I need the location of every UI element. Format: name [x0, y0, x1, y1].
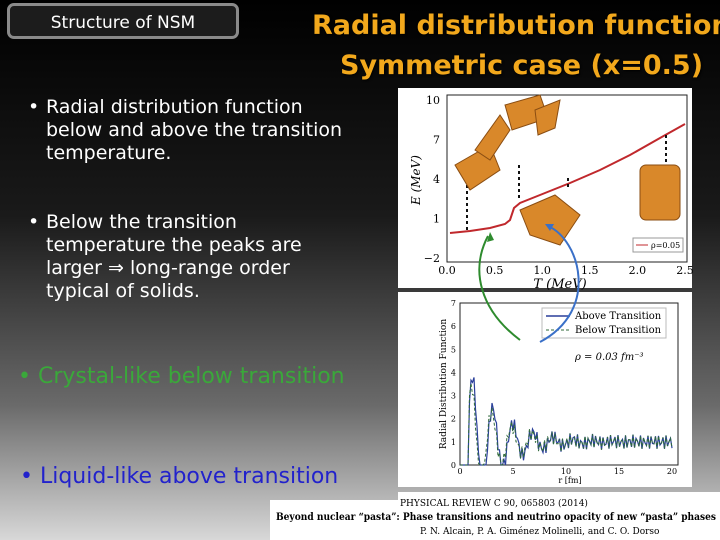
top-legend: ρ=0.05	[651, 241, 680, 250]
x-tick-label: 10	[561, 467, 571, 476]
blue-arrow	[539, 225, 580, 343]
top-x-label: T (MeV)	[533, 277, 586, 292]
title-line: Radial distribution function	[312, 10, 720, 41]
y-tick-label: 7	[433, 134, 440, 147]
x-tick-label: 1.0	[533, 264, 551, 277]
citation-strip	[398, 492, 720, 500]
top-axes	[446, 94, 688, 263]
energy-curve	[449, 123, 686, 234]
pasta-images	[454, 94, 681, 246]
x-tick-label: 15	[614, 467, 624, 476]
citation-journal: PHYSICAL REVIEW C 90, 065803 (2014)	[400, 498, 588, 509]
markers	[466, 135, 667, 230]
x-tick-label: 0.0	[438, 264, 456, 277]
citation-title: Beyond nuclear “pasta”: Phase transition…	[276, 511, 716, 523]
title-line: Symmetric case (x=0.5)	[340, 50, 704, 81]
bottom-x-label: r [fm]	[558, 476, 581, 485]
y-tick-label: 3	[451, 392, 456, 401]
y-tick-label: 7	[451, 299, 456, 308]
x-tick-label: 5	[510, 467, 515, 476]
green-arrow	[478, 235, 521, 341]
x-tick-label: 2.5	[676, 264, 694, 277]
x-tick-label: 20	[667, 467, 677, 476]
x-tick-label: 2.0	[629, 264, 647, 277]
crystal-label: • Crystal-like below transition	[18, 364, 345, 389]
below-curve	[460, 383, 673, 466]
legend-text: Below Transition	[575, 325, 662, 336]
legend-text: Above Transition	[574, 311, 662, 322]
y-tick-label: 1	[433, 213, 440, 226]
y-tick-label: 10	[426, 94, 440, 107]
y-tick-label: 4	[451, 368, 456, 377]
y-tick-label: 0	[451, 461, 456, 470]
x-tick-label: 0.5	[486, 264, 504, 277]
arrowhead	[545, 224, 554, 231]
y-tick-label: 1	[451, 438, 456, 447]
top-legend-box	[632, 237, 684, 253]
citation-authors: P. N. Alcain, P. A. Giménez Molinelli, a…	[420, 526, 659, 537]
citation-box	[270, 500, 720, 540]
y-tick-label: 2	[451, 415, 456, 424]
bullet: Radial distribution function below and a…	[20, 96, 346, 165]
liquid-label: • Liquid-like above transition	[20, 464, 339, 489]
bottom-y-label: Radial Distribution Function	[439, 319, 449, 450]
bottom-axes	[459, 302, 679, 466]
y-tick-label: 6	[451, 322, 456, 331]
x-tick-label: 0	[457, 467, 462, 476]
y-tick-label: 4	[433, 173, 440, 186]
top-y-label: E (MeV)	[409, 155, 423, 206]
bullet: Below the transition temperature the pea…	[20, 211, 346, 303]
y-tick-label: 5	[451, 345, 456, 354]
y-tick-label: −2	[424, 252, 440, 265]
arrowhead	[487, 232, 494, 242]
x-tick-label: 1.5	[581, 264, 599, 277]
annotation: ρ = 0.03 fm⁻³	[574, 352, 644, 363]
section-tag: Structure of NSM	[7, 3, 239, 39]
